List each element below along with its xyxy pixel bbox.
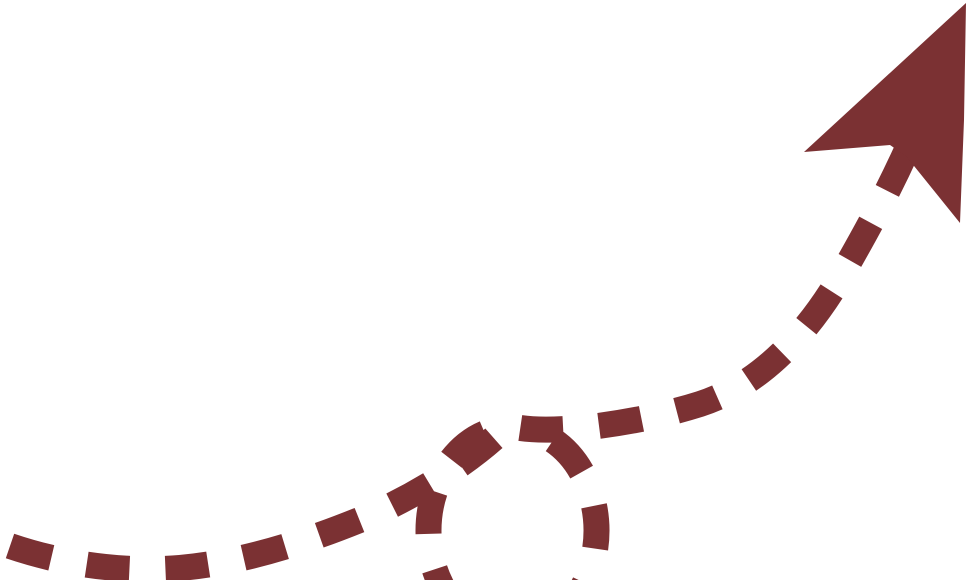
arrowhead-icon xyxy=(804,3,966,223)
arrow-dashed-curve xyxy=(5,146,918,580)
